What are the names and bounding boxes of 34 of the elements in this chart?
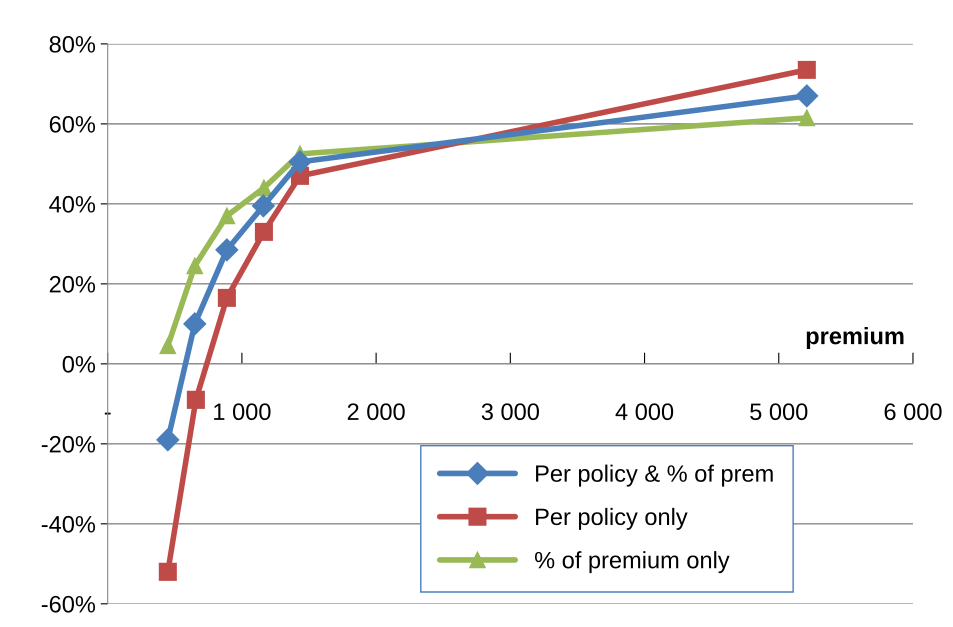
point: [288, 150, 312, 174]
legend-label: Per policy & % of prem: [536, 464, 773, 487]
y-tick-label: 20%: [50, 276, 96, 293]
y-tick-label: -60%: [42, 596, 96, 613]
y-tick-label: 60%: [50, 116, 96, 133]
point: [186, 390, 205, 409]
x-tick-label: 3 000: [482, 403, 539, 420]
y-tick-label: -40%: [42, 516, 96, 533]
point: [218, 208, 236, 224]
point: [186, 258, 204, 274]
point: [795, 84, 818, 108]
y-tick-label: 80%: [50, 36, 96, 53]
point: [158, 562, 177, 581]
x-tick-label: 4 000: [616, 403, 674, 420]
x-tick-label: 2 000: [348, 403, 405, 420]
point: [254, 222, 273, 241]
point: [252, 194, 275, 218]
point: [218, 288, 236, 307]
y-tick-label: 40%: [49, 196, 96, 213]
point: [798, 110, 816, 126]
legend-label: Per policy only: [536, 508, 688, 530]
x-tick-label: 5 000: [750, 403, 808, 420]
x-axis-title: premium: [806, 327, 904, 350]
point: [215, 238, 238, 262]
point: [183, 312, 206, 336]
x-tick-label: 1 000: [214, 403, 271, 420]
point: [798, 60, 816, 79]
point: [156, 428, 180, 452]
legend-label: % of premium only: [534, 551, 730, 574]
x-tick-label: 6 000: [884, 403, 942, 420]
y-tick-label: 0%: [62, 356, 96, 373]
y-tick-label: -20%: [42, 436, 96, 453]
point: [159, 338, 176, 354]
point: [256, 180, 272, 196]
